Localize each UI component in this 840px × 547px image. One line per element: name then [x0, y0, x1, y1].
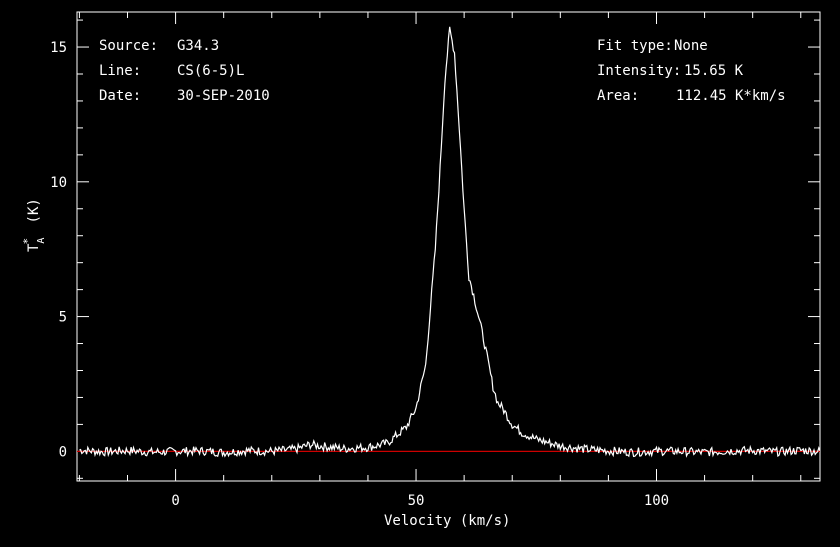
info-left-block: Source: G34.3 Line: CS(6-5)L Date: 30-SE… [99, 38, 270, 104]
info-date-key: Date: [99, 88, 141, 104]
y-tick-label: 10 [50, 175, 67, 191]
info-source-key: Source: [99, 38, 158, 54]
y-tick-label: 0 [59, 444, 67, 460]
info-line-key: Line: [99, 63, 141, 79]
x-tick-label: 50 [408, 493, 425, 509]
x-tick-label: 100 [644, 493, 669, 509]
info-area-value: 112.45 K*km/s [676, 88, 786, 104]
y-axis-label-main: T [26, 243, 42, 252]
y-tick-label: 5 [59, 310, 67, 326]
y-axis-label: TA* (K) [21, 198, 47, 252]
axis-ticks [77, 12, 820, 481]
info-fittype-value: None [674, 38, 708, 54]
info-fittype-key: Fit type: [597, 38, 673, 54]
y-axis-label-sub: A [36, 238, 47, 244]
info-date-value: 30-SEP-2010 [177, 88, 270, 104]
y-tick-label: 15 [50, 40, 67, 56]
plot-frame [76, 11, 821, 482]
x-axis-label: Velocity (km/s) [384, 513, 510, 529]
info-line-value: CS(6-5)L [177, 63, 244, 79]
axis-tick-labels: 0 50 100 0 5 10 15 [50, 40, 669, 509]
spectrum-line [79, 26, 821, 458]
info-area-key: Area: [597, 88, 639, 104]
info-right-block: Fit type: None Intensity: 15.65 K Area: … [597, 38, 786, 104]
info-intensity-value: 15.65 K [684, 63, 744, 79]
y-axis-label-text: TA* (K) [21, 198, 47, 252]
info-source-value: G34.3 [177, 38, 219, 54]
y-axis-label-star: * [21, 238, 34, 245]
info-intensity-key: Intensity: [597, 63, 681, 79]
x-tick-label: 0 [171, 493, 179, 509]
y-axis-label-unit: (K) [26, 198, 42, 232]
